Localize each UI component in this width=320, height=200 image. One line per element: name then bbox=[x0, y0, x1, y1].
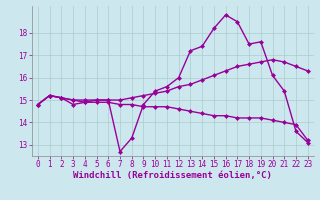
X-axis label: Windchill (Refroidissement éolien,°C): Windchill (Refroidissement éolien,°C) bbox=[73, 171, 272, 180]
